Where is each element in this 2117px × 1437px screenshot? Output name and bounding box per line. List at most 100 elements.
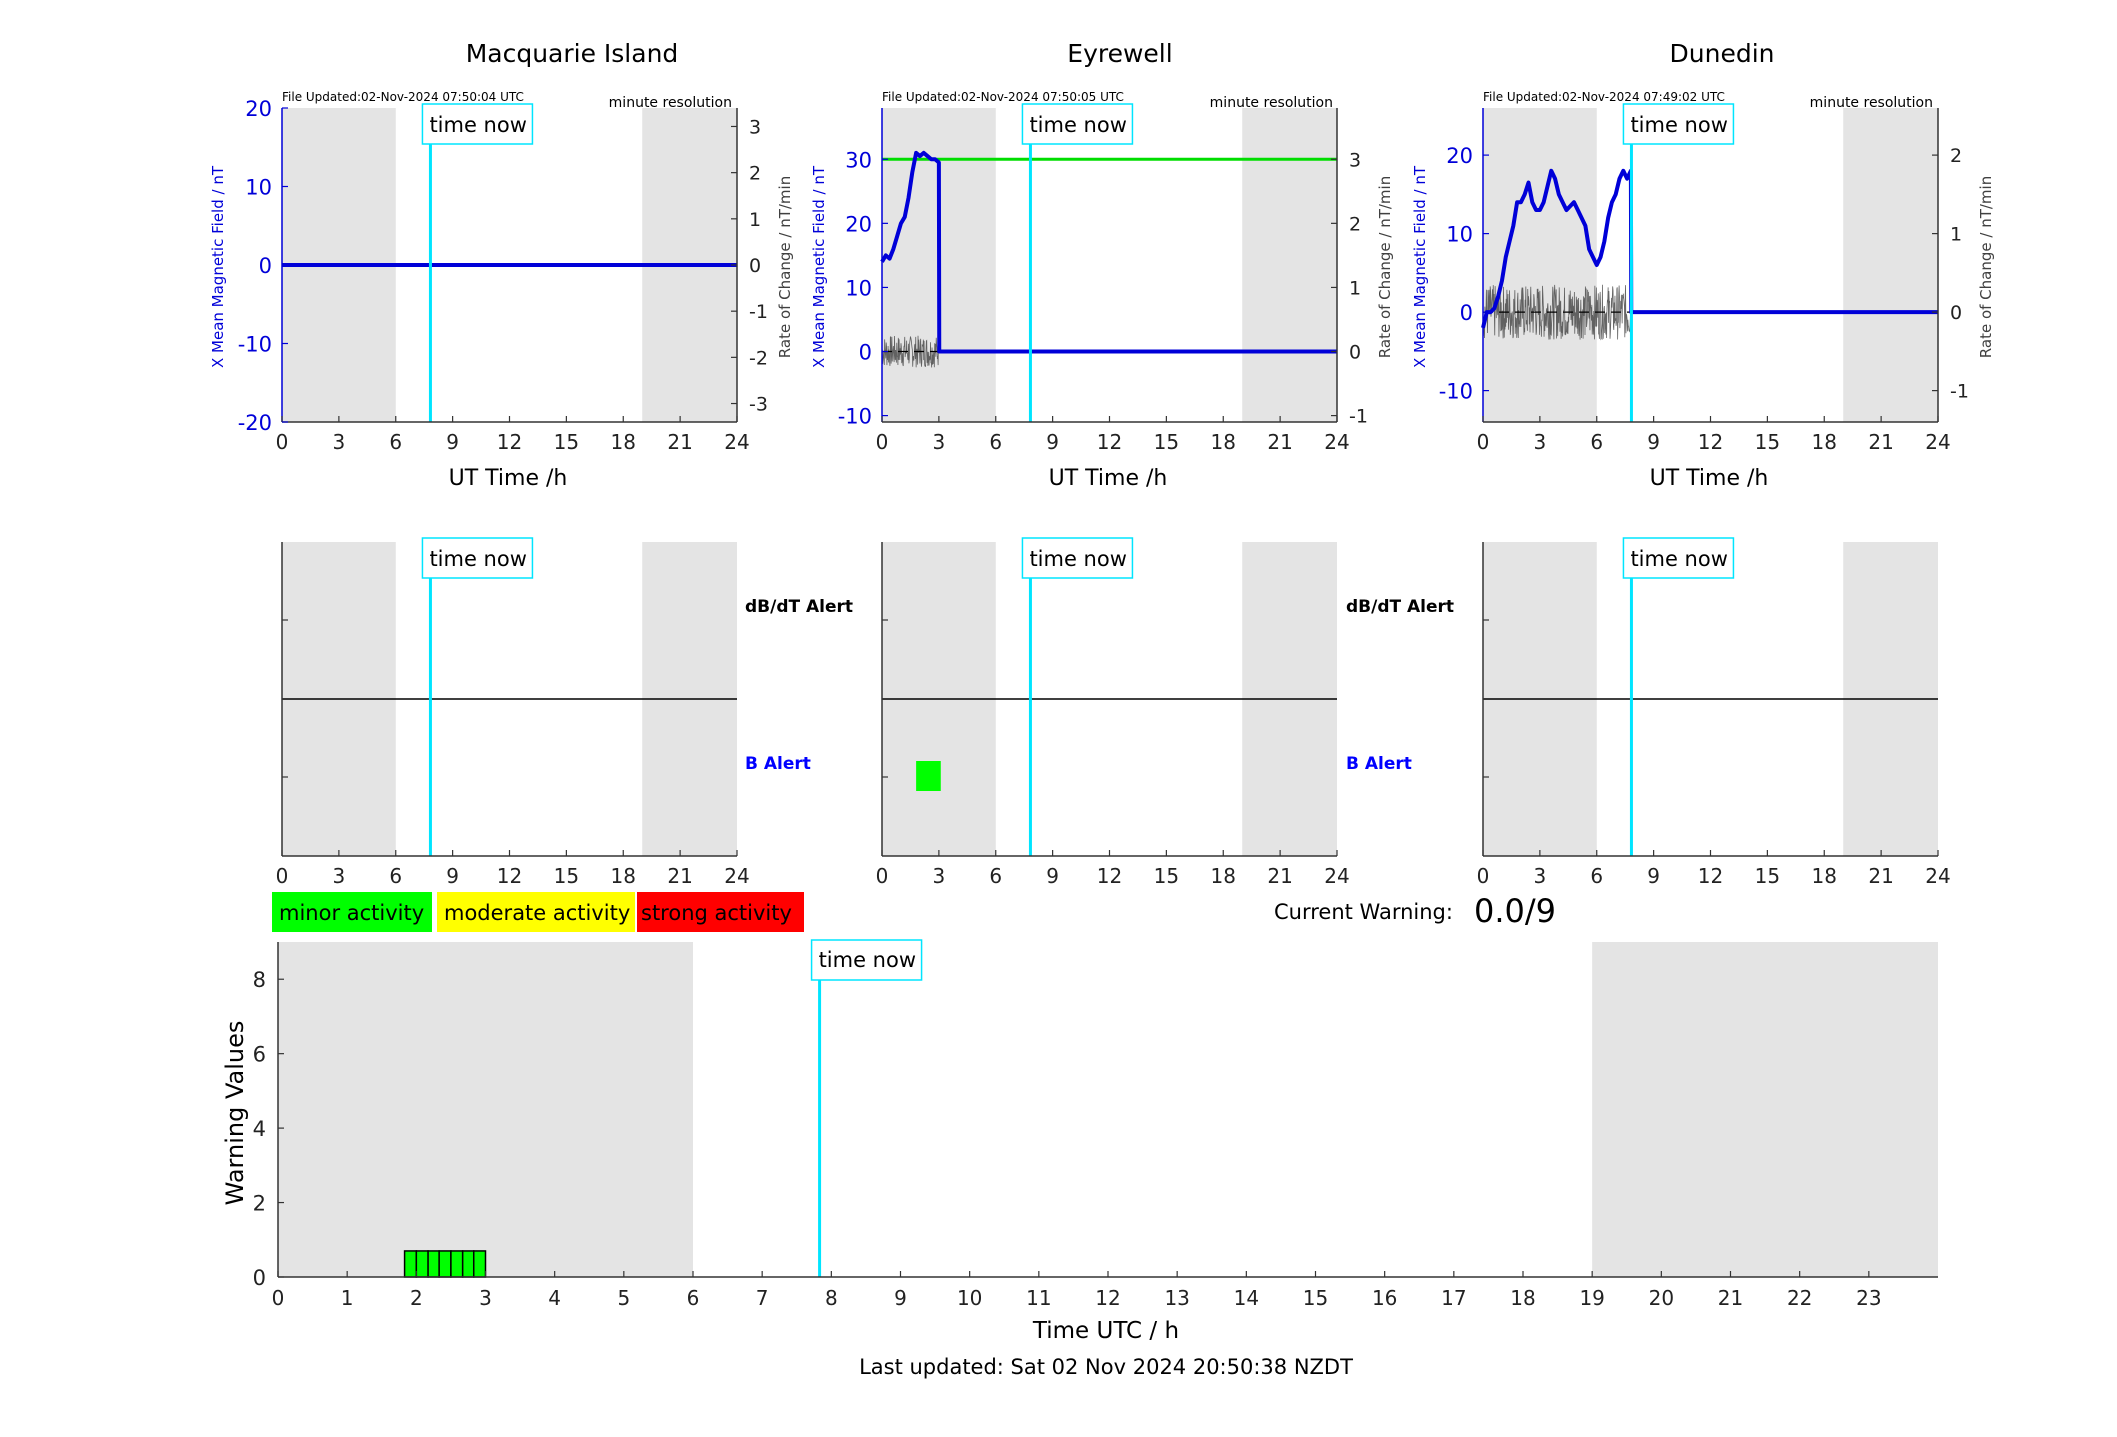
y-tick-label-right: 3 xyxy=(1349,149,1361,171)
y-tick-label-left: 10 xyxy=(845,276,872,300)
y-axis-label-right: Rate of Change / nT/min xyxy=(1376,176,1394,358)
station-title: Dunedin xyxy=(1670,39,1775,68)
resolution-text: minute resolution xyxy=(1810,95,1933,111)
time-now-box xyxy=(1021,103,1134,145)
x-tick-label: 21 xyxy=(1868,430,1893,454)
y-tick-label-right: 1 xyxy=(1950,224,1962,246)
warning-bar xyxy=(427,1250,440,1278)
x-tick-label: 6 xyxy=(989,430,1002,454)
x-tick-label: 0 xyxy=(276,430,289,454)
y-tick-label-left: 20 xyxy=(245,97,272,121)
x-tick-label: 21 xyxy=(667,430,692,454)
warning-x-axis-label: Time UTC / h xyxy=(1032,1318,1179,1344)
x-tick-label: 0 xyxy=(876,430,889,454)
night-shading xyxy=(1592,942,1938,1277)
x-tick-label: 24 xyxy=(1324,430,1349,454)
x-tick-label: 16 xyxy=(1372,1286,1397,1310)
x-tick-label: 6 xyxy=(989,864,1002,888)
warning-bar xyxy=(438,1250,452,1278)
y-tick-label-right: 0 xyxy=(749,255,761,277)
x-tick-label: 9 xyxy=(446,430,459,454)
x-tick-label: 15 xyxy=(1154,430,1179,454)
file-updated-text: File Updated:02-Nov-2024 07:50:05 UTC xyxy=(882,90,1124,104)
x-tick-label: 9 xyxy=(894,1286,907,1310)
x-tick-label: 2 xyxy=(410,1286,423,1310)
x-tick-label: 5 xyxy=(617,1286,630,1310)
current-warning-value: 0.0/9 xyxy=(1474,892,1556,930)
x-tick-label: 0 xyxy=(876,864,889,888)
dbdt-alert-label: dB/dT Alert xyxy=(745,597,853,617)
x-tick-label: 6 xyxy=(1590,430,1603,454)
x-tick-label: 18 xyxy=(1812,430,1837,454)
x-tick-label: 9 xyxy=(1647,430,1660,454)
x-tick-label: 9 xyxy=(1046,864,1059,888)
alert-block xyxy=(916,761,941,791)
y-tick-label-right: -1 xyxy=(1349,406,1368,428)
x-tick-label: 3 xyxy=(1534,430,1547,454)
x-tick-label: 3 xyxy=(479,1286,492,1310)
x-tick-label: 20 xyxy=(1649,1286,1674,1310)
time-now-box xyxy=(421,103,534,145)
y-tick-label-left: 0 xyxy=(1460,301,1473,325)
x-axis-label: UT Time /h xyxy=(1049,466,1168,491)
x-tick-label: 24 xyxy=(1324,864,1349,888)
x-tick-label: 21 xyxy=(1868,864,1893,888)
x-tick-label: 7 xyxy=(756,1286,769,1310)
night-shading xyxy=(1843,108,1938,422)
x-tick-label: 0 xyxy=(1477,864,1490,888)
x-tick-label: 22 xyxy=(1787,1286,1812,1310)
time-now-box xyxy=(1021,537,1134,579)
legend-minor-swatch xyxy=(272,892,432,932)
x-tick-label: 3 xyxy=(933,864,946,888)
y-tick-label-left: -10 xyxy=(838,405,872,429)
x-tick-label: 6 xyxy=(389,430,402,454)
time-now-label: time now xyxy=(429,547,526,571)
y-tick-label-right: -3 xyxy=(749,394,768,416)
warning-y-axis-label: Warning Values xyxy=(221,1021,249,1206)
y-tick-label-right: 3 xyxy=(749,116,761,138)
file-updated-text: File Updated:02-Nov-2024 07:49:02 UTC xyxy=(1483,90,1725,104)
resolution-text: minute resolution xyxy=(609,95,732,111)
x-tick-label: 15 xyxy=(1755,864,1780,888)
x-tick-label: 0 xyxy=(272,1286,285,1310)
time-now-label: time now xyxy=(1029,547,1126,571)
y-axis-label-left: X Mean Magnetic Field / nT xyxy=(1411,165,1429,368)
legend-minor-label: minor activity xyxy=(279,901,424,925)
y-tick-label-right: 1 xyxy=(749,209,761,231)
alert-chart-1: time now 0 3 6 9 12 15 18 21 24 xyxy=(876,537,1350,888)
y-tick-label-left: -10 xyxy=(238,333,272,357)
x-tick-label: 12 xyxy=(1097,430,1122,454)
warning-bar xyxy=(472,1250,487,1278)
x-tick-label: 15 xyxy=(554,430,579,454)
station-plot-eyrewell: Eyrewell File Updated:02-Nov-2024 07:50:… xyxy=(810,39,1394,491)
y-tick-label-right: 0 xyxy=(1349,342,1361,364)
alert-chart-0: time now 0 3 6 9 12 15 18 21 24 xyxy=(276,537,750,888)
y-tick-label-right: 2 xyxy=(1349,213,1361,235)
y-tick-label-left: 10 xyxy=(245,176,272,200)
x-tick-label: 15 xyxy=(554,864,579,888)
y-tick-label-right: -1 xyxy=(749,301,768,323)
y-tick-label-left: -10 xyxy=(1439,380,1473,404)
field-series-line xyxy=(880,150,1337,354)
x-tick-label: 9 xyxy=(1647,864,1660,888)
legend-moderate-swatch xyxy=(437,892,635,932)
time-now-label: time now xyxy=(1029,113,1126,137)
x-tick-label: 1 xyxy=(341,1286,354,1310)
time-now-label: time now xyxy=(1630,547,1727,571)
station-plot-macquarie: Macquarie Island File Updated:02-Nov-202… xyxy=(209,39,794,491)
resolution-text: minute resolution xyxy=(1210,95,1333,111)
x-tick-label: 21 xyxy=(1267,430,1292,454)
last-updated-text: Last updated: Sat 02 Nov 2024 20:50:38 N… xyxy=(859,1355,1353,1379)
x-tick-label: 19 xyxy=(1579,1286,1604,1310)
x-tick-label: 21 xyxy=(1267,864,1292,888)
y-tick-label: 4 xyxy=(253,1117,266,1141)
x-tick-label: 11 xyxy=(1026,1286,1051,1310)
x-tick-label: 15 xyxy=(1154,864,1179,888)
night-shading xyxy=(278,942,693,1277)
x-tick-label: 3 xyxy=(333,864,346,888)
current-warning-label: Current Warning: xyxy=(1274,900,1453,924)
warning-bar xyxy=(450,1250,464,1278)
